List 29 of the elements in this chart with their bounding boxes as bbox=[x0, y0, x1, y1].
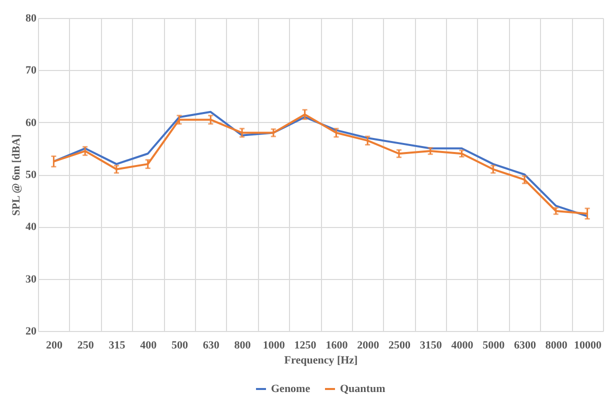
x-tick-label: 1600 bbox=[326, 340, 348, 352]
x-tick-label: 6300 bbox=[514, 340, 537, 352]
legend-label: Quantum bbox=[340, 383, 386, 395]
x-tick-label: 1000 bbox=[262, 340, 286, 352]
x-tick-label: 800 bbox=[234, 340, 252, 352]
y-axis-title: SPL @ 6m [dBA] bbox=[10, 134, 22, 216]
y-tick-label: 30 bbox=[26, 273, 37, 286]
x-tick-label: 500 bbox=[172, 340, 188, 352]
y-tick-label: 70 bbox=[26, 64, 37, 77]
y-tick-label: 20 bbox=[26, 326, 37, 338]
y-tick-label: 60 bbox=[26, 116, 37, 129]
y-tick-label: 50 bbox=[26, 169, 37, 181]
x-tick-label: 200 bbox=[46, 340, 63, 352]
x-tick-label: 250 bbox=[77, 340, 94, 352]
x-tick-label: 2000 bbox=[357, 340, 380, 352]
y-tick-label: 80 bbox=[26, 12, 37, 24]
legend-label: Genome bbox=[271, 383, 310, 395]
x-tick-label: 10000 bbox=[574, 340, 602, 352]
x-tick-label: 4000 bbox=[451, 340, 474, 352]
x-tick-label: 1250 bbox=[294, 340, 317, 352]
y-tick-label: 40 bbox=[26, 221, 37, 234]
x-tick-label: 3150 bbox=[420, 340, 442, 352]
x-tick-label: 2500 bbox=[388, 340, 411, 352]
x-tick-label: 400 bbox=[140, 340, 158, 352]
x-tick-label: 5000 bbox=[482, 340, 506, 352]
x-tick-label: 8000 bbox=[545, 340, 568, 352]
x-tick-label: 315 bbox=[108, 340, 126, 352]
x-axis-title: Frequency [Hz] bbox=[284, 354, 358, 366]
x-tick-label: 630 bbox=[202, 340, 220, 352]
